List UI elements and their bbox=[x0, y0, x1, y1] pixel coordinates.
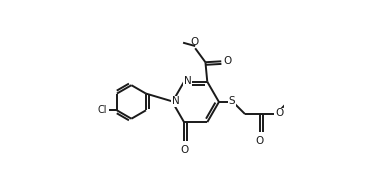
Text: N: N bbox=[172, 96, 180, 106]
Text: S: S bbox=[229, 96, 235, 106]
Text: O: O bbox=[180, 145, 188, 155]
Text: Cl: Cl bbox=[98, 105, 107, 115]
Text: N: N bbox=[184, 76, 192, 86]
Text: O: O bbox=[256, 136, 264, 146]
Text: O: O bbox=[223, 56, 232, 66]
Text: O: O bbox=[190, 37, 198, 47]
Text: O: O bbox=[276, 108, 284, 119]
